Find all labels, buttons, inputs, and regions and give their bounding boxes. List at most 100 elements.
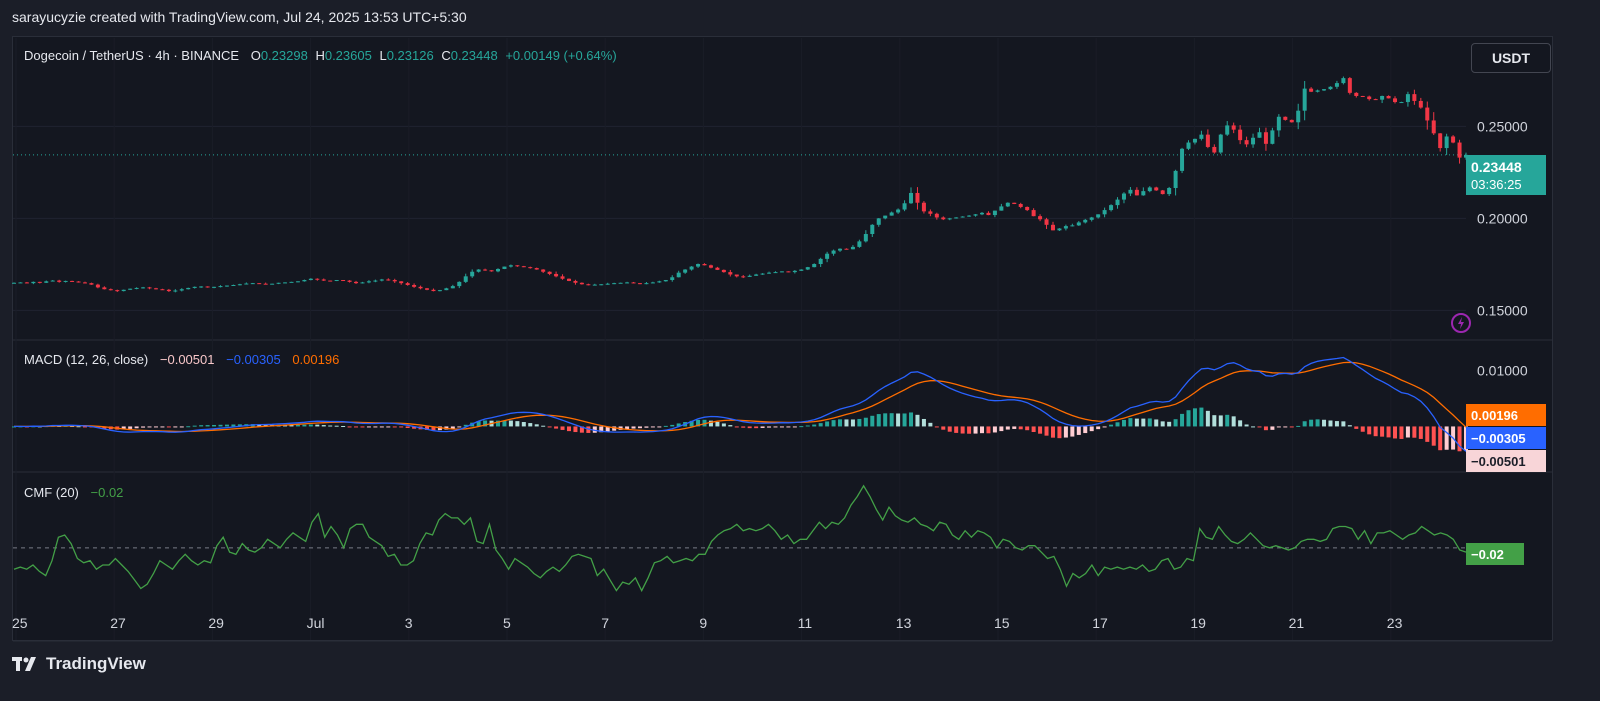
- candle-body: [24, 282, 29, 284]
- macd-histogram-bar: [1180, 413, 1185, 427]
- macd-histogram-bar: [541, 425, 546, 427]
- candle-body: [457, 281, 462, 287]
- macd-hist-tag: −0.00501: [1466, 450, 1546, 472]
- candle-body: [586, 284, 591, 286]
- macd-title[interactable]: MACD (12, 26, close): [24, 352, 149, 367]
- macd-histogram-bar: [1425, 426, 1430, 442]
- candle-body: [134, 287, 139, 289]
- macd-histogram-bar: [128, 426, 133, 429]
- open-label: O: [250, 48, 261, 63]
- candle-body: [1160, 190, 1165, 195]
- candle-body: [1238, 129, 1243, 141]
- macd-histogram-bar: [1192, 408, 1197, 427]
- macd-histogram-bar: [1076, 426, 1081, 435]
- candle-body: [1431, 120, 1436, 134]
- candle-body: [1380, 95, 1385, 100]
- cmf-title[interactable]: CMF (20): [24, 485, 79, 500]
- candle-body: [263, 283, 268, 285]
- macd-histogram-bar: [1050, 426, 1055, 438]
- close-value: 0.23448: [450, 48, 498, 63]
- candle-body: [1063, 226, 1068, 229]
- macd-histogram-bar: [909, 412, 914, 427]
- candle-body: [1412, 94, 1417, 101]
- candle-body: [818, 258, 823, 265]
- currency-button[interactable]: USDT: [1471, 43, 1551, 73]
- candle-body: [166, 289, 171, 292]
- macd-histogram-bar: [1012, 426, 1017, 429]
- candle-body: [231, 284, 236, 286]
- macd-histogram-bar: [586, 426, 591, 433]
- candle-body: [57, 280, 62, 282]
- macd-histogram-bar: [347, 426, 352, 428]
- macd-histogram-bar: [573, 426, 578, 433]
- macd-histogram-bar: [173, 426, 178, 428]
- candle-body: [379, 279, 384, 281]
- macd-histogram-bar: [1347, 425, 1352, 427]
- candle-body: [760, 273, 765, 275]
- candle-body: [844, 248, 849, 250]
- candle-body: [121, 289, 126, 292]
- macd-histogram-bar: [1147, 418, 1152, 427]
- macd-histogram-bar: [612, 426, 617, 431]
- macd-histogram-bar: [192, 425, 197, 427]
- macd-histogram-bar: [483, 420, 488, 427]
- candle-body: [592, 284, 597, 286]
- macd-histogram-bar: [1038, 426, 1043, 434]
- macd-histogram-bar: [1231, 416, 1236, 427]
- macd-histogram-bar: [1302, 421, 1307, 427]
- candle-body: [1031, 210, 1036, 217]
- macd-histogram-bar: [102, 426, 107, 429]
- macd-histogram-bar: [1380, 426, 1385, 437]
- candle-body: [657, 281, 662, 283]
- candle-body: [44, 281, 49, 283]
- macd-histogram-bar: [1244, 424, 1249, 427]
- price-axis-tick: 0.25000: [1477, 118, 1528, 134]
- candle-body: [431, 289, 436, 292]
- candle-body: [1102, 210, 1107, 215]
- candle-body: [1057, 228, 1062, 231]
- candle-body: [1276, 116, 1281, 131]
- candle-body: [1386, 95, 1391, 99]
- candle-body: [1296, 110, 1301, 123]
- candle-body: [528, 267, 533, 269]
- candle-body: [257, 283, 262, 285]
- candle-body: [637, 283, 642, 285]
- price-tag-countdown: 03:36:25: [1471, 176, 1522, 192]
- macd-histogram-bar: [1444, 426, 1449, 450]
- candle-body: [1173, 170, 1178, 188]
- tradingview-logo[interactable]: TradingView: [12, 654, 146, 674]
- macd-histogram-bar: [786, 426, 791, 428]
- macd-signal-value: 0.00196: [292, 352, 340, 367]
- macd-histogram-bar: [295, 424, 300, 427]
- macd-histogram-bar: [915, 414, 920, 427]
- macd-histogram-bar: [792, 426, 797, 428]
- cmf-legend: CMF (20) −0.02: [24, 485, 127, 500]
- candle-body: [870, 224, 875, 235]
- candle-body: [986, 212, 991, 216]
- macd-histogram-bar: [896, 413, 901, 427]
- macd-histogram-bar: [1296, 425, 1301, 427]
- macd-histogram-bar: [1341, 421, 1346, 427]
- candle-body: [502, 266, 507, 269]
- alert-icon[interactable]: [1450, 312, 1472, 334]
- macd-histogram-bar: [308, 424, 313, 427]
- candle-body: [734, 274, 739, 277]
- candle-body: [921, 202, 926, 212]
- candle-body: [386, 279, 391, 281]
- candle-body: [102, 287, 107, 290]
- candle-body: [973, 214, 978, 216]
- macd-histogram-bar: [399, 426, 404, 428]
- macd-histogram-bar: [121, 426, 126, 430]
- macd-histogram-bar: [1238, 420, 1243, 427]
- macd-histogram-bar: [773, 426, 778, 428]
- macd-histogram-bar: [302, 424, 307, 427]
- candle-body: [1089, 217, 1094, 220]
- symbol-name[interactable]: Dogecoin / TetherUS · 4h · BINANCE: [24, 48, 240, 63]
- candle-body: [1218, 134, 1223, 153]
- candle-body: [521, 266, 526, 268]
- candle-body: [554, 273, 559, 277]
- macd-histogram-bar: [934, 426, 939, 428]
- cmf-value: −0.02: [90, 485, 124, 500]
- macd-histogram-bar: [134, 426, 139, 429]
